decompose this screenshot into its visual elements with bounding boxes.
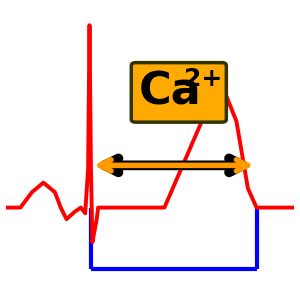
- Text: 2+: 2+: [184, 67, 222, 91]
- Text: Ca: Ca: [139, 71, 202, 114]
- FancyBboxPatch shape: [131, 63, 226, 122]
